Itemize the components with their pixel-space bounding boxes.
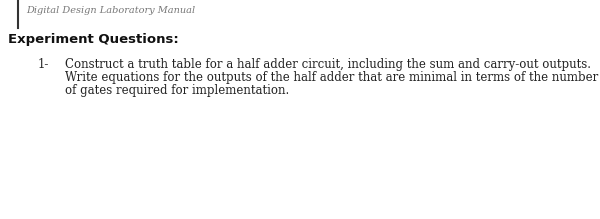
Text: Construct a truth table for a half adder circuit, including the sum and carry-ou: Construct a truth table for a half adder… [65, 58, 591, 71]
Text: 1-: 1- [38, 58, 49, 71]
Text: Digital Design Laboratory Manual: Digital Design Laboratory Manual [26, 6, 195, 15]
Text: of gates required for implementation.: of gates required for implementation. [65, 84, 289, 97]
Text: Write equations for the outputs of the half adder that are minimal in terms of t: Write equations for the outputs of the h… [65, 71, 598, 84]
Text: Experiment Questions:: Experiment Questions: [8, 33, 179, 46]
